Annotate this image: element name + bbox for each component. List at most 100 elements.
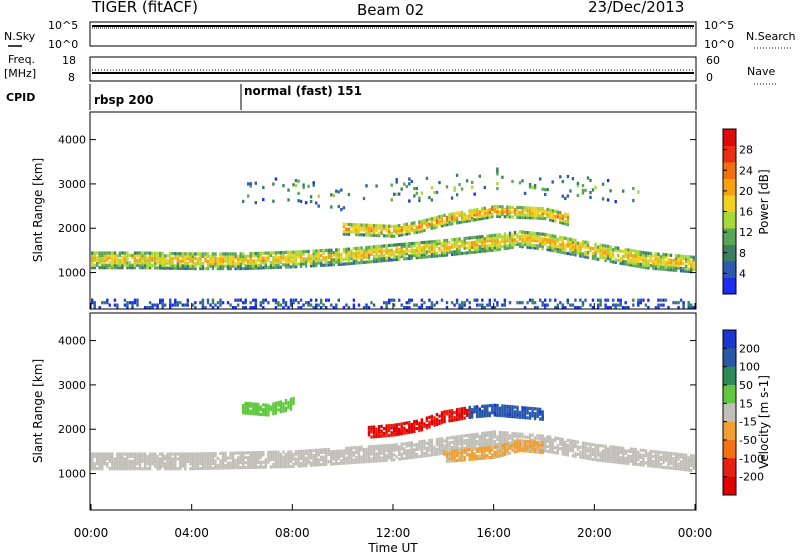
heatmap-cell [382,427,386,431]
heatmap-cell [181,257,184,261]
heatmap-cell [307,454,310,458]
heatmap-cell [511,407,514,411]
heatmap-cell [574,298,577,302]
heatmap-cell [455,408,459,412]
heatmap-cell [279,465,283,469]
heatmap-cell [556,436,559,441]
heatmap-cell [408,177,411,181]
heatmap-cell [501,237,504,241]
heatmap-cell [453,186,456,190]
heatmap-cell [395,245,398,249]
heatmap-cell [684,269,688,273]
heatmap-cell [166,457,169,461]
heatmap-cell [408,301,411,305]
heatmap-cell [325,298,328,302]
heatmap-cell [388,446,391,450]
heatmap-cell [657,450,660,454]
heatmap-cell [312,453,315,457]
heatmap-cell [315,264,318,268]
heatmap-cell [249,264,252,268]
heatmap-cell [533,211,537,215]
heatmap-cell [242,406,245,410]
heatmap-cell [191,303,195,307]
heatmap-cell [224,466,227,470]
heatmap-cell [627,250,630,254]
heatmap-cell [242,306,245,310]
heatmap-cell [450,418,454,422]
heatmap-cell [521,449,524,453]
heatmap-cell [196,262,200,266]
heatmap-cell [455,442,459,446]
heatmap-cell [541,448,544,452]
heatmap-cell [264,465,267,469]
heatmap-cell [214,252,217,256]
heatmap-cell [133,454,137,459]
heatmap-cell [352,228,356,232]
heatmap-cell [199,262,202,266]
heatmap-cell [488,440,491,444]
heatmap-cell [242,453,245,457]
heatmap-cell [471,211,474,215]
heatmap-cell [169,303,172,307]
heatmap-cell [108,459,111,463]
heatmap-cell [365,303,368,307]
heatmap-cell [216,466,220,470]
heatmap-cell [496,442,499,446]
heatmap-cell [138,454,142,459]
heatmap-cell [367,226,371,230]
heatmap-cell [533,214,537,218]
heatmap-cell [460,414,464,418]
heatmap-cell [108,467,111,471]
heatmap-cell [460,456,464,460]
heatmap-cell [365,233,368,237]
heatmap-cell [428,441,431,445]
colorbar-swatch [723,178,736,196]
heatmap-cell [649,259,653,263]
heatmap-cell [262,258,265,263]
heatmap-cell [473,457,476,461]
heatmap-cell [460,434,464,438]
heatmap-cell [128,454,132,459]
heatmap-cell [272,256,275,260]
heatmap-cell [262,403,265,407]
heatmap-cell [350,254,353,258]
heatmap-cell [342,222,346,226]
heatmap-cell [262,413,265,417]
heatmap-cell [659,458,663,462]
heatmap-cell [606,249,610,253]
heatmap-cell [209,466,212,470]
heatmap-cell [367,457,371,461]
heatmap-cell [398,445,401,449]
heatmap-cell [410,251,413,255]
heatmap-cell [627,258,630,262]
heatmap-cell [506,246,509,250]
heatmap-cell [541,439,544,443]
heatmap-cell [166,454,169,459]
heatmap-cell [445,185,449,189]
heatmap-cell [460,215,464,219]
colorbar-tick-label: 28 [739,144,753,157]
heatmap-cell [219,451,222,455]
heatmap-cell [171,266,174,270]
heatmap-cell [367,231,371,235]
heatmap-cell [564,246,567,250]
heatmap-cell [403,228,406,232]
heatmap-cell [667,268,670,272]
heatmap-cell [410,446,413,450]
heatmap-cell [279,460,283,464]
heatmap-cell [365,253,368,257]
heatmap-cell [330,455,333,459]
heatmap-cell [541,242,544,246]
heatmap-cell [420,428,424,432]
heatmap-cell [508,215,512,219]
heatmap-cell [458,456,461,460]
heatmap-cell [377,434,381,438]
heatmap-cell [199,254,202,258]
heatmap-cell [496,172,499,176]
heatmap-cell [219,461,222,465]
heatmap-cell [101,457,104,461]
heatmap-cell [372,449,376,453]
heatmap-cell [684,255,688,259]
heatmap-cell [116,258,119,262]
heatmap-cell [415,422,418,426]
